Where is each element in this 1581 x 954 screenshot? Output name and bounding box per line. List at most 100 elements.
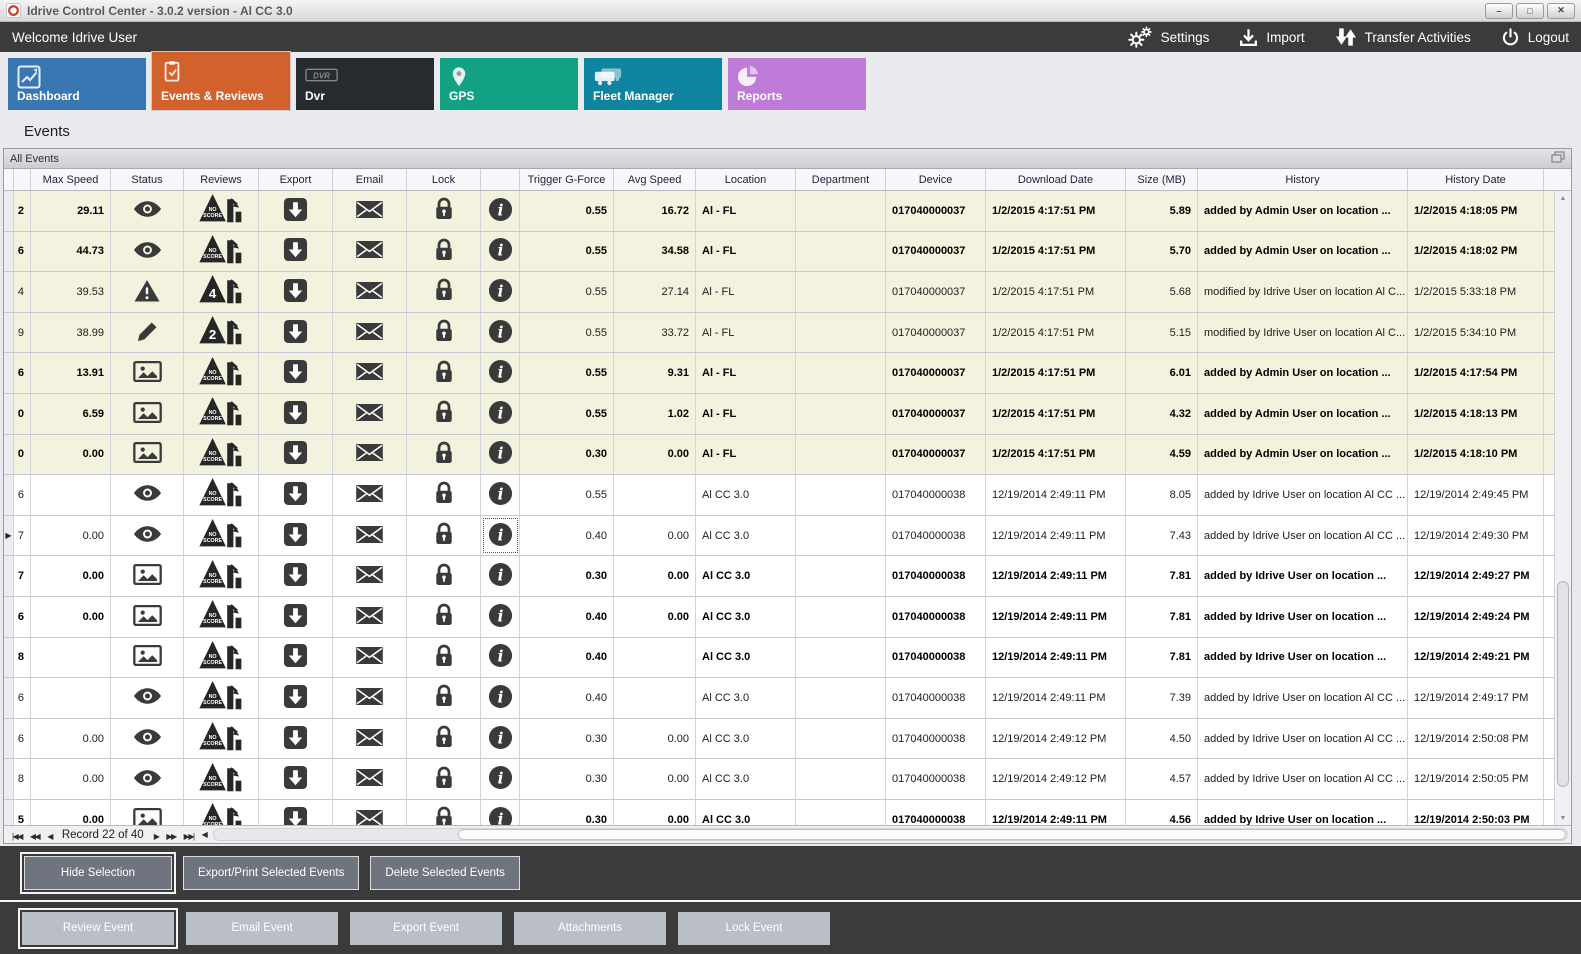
topbar-action-logout[interactable]: Logout (1501, 27, 1569, 47)
tab-dashboard[interactable]: Dashboard (8, 58, 146, 110)
info-icon[interactable]: i (488, 725, 513, 753)
cell-export[interactable] (259, 799, 333, 825)
column-header-history_date[interactable]: History Date (1408, 169, 1544, 190)
image-icon[interactable] (132, 604, 162, 629)
cell-status[interactable] (111, 312, 184, 353)
email-icon[interactable] (355, 646, 384, 668)
column-header-reviews[interactable]: Reviews (184, 169, 259, 190)
cell-info[interactable]: i (481, 515, 520, 556)
column-header-status[interactable]: Status (111, 169, 184, 190)
info-icon[interactable]: i (488, 278, 513, 306)
info-icon[interactable]: i (488, 522, 513, 550)
cell-lock[interactable] (407, 231, 481, 272)
column-header-trigger[interactable]: Trigger G-Force (520, 169, 614, 190)
email-icon[interactable] (355, 809, 384, 825)
cell-export[interactable] (259, 231, 333, 272)
column-header-indicator[interactable] (4, 169, 14, 190)
score-2-icon[interactable]: 2 (198, 314, 244, 351)
export-icon[interactable] (283, 643, 308, 671)
cell-lock[interactable] (407, 637, 481, 678)
table-row[interactable]: 6 NO SCORE i 0.55 Al CC 3.0 017040000038 12/19/… (4, 475, 1554, 516)
cell-export[interactable] (259, 191, 333, 231)
lock-icon[interactable] (434, 563, 454, 590)
table-row[interactable]: 0 6.59 NO SCORE i 0.55 1.02 Al - FL 017040000037… (4, 393, 1554, 435)
table-row[interactable]: 7 0.00 NO SCORE i 0.30 0.00 Al CC 3.0 0170400000… (4, 556, 1554, 597)
column-header-email[interactable]: Email (333, 169, 407, 190)
cell-info[interactable]: i (481, 393, 520, 434)
email-icon[interactable] (355, 403, 384, 425)
cell-lock[interactable] (407, 799, 481, 825)
info-icon[interactable]: i (488, 643, 513, 671)
lock-icon[interactable] (434, 684, 454, 711)
cell-status[interactable] (111, 759, 184, 799)
column-header-max_speed[interactable]: Max Speed (31, 169, 111, 190)
cell-email[interactable] (333, 312, 407, 353)
info-icon[interactable]: i (488, 684, 513, 712)
cell-status[interactable] (111, 353, 184, 393)
hscroll-left-icon[interactable]: ◀ (201, 830, 208, 839)
cell-info[interactable]: i (481, 191, 520, 231)
email-icon[interactable] (355, 565, 384, 587)
topbar-action-settings[interactable]: Settings (1127, 26, 1209, 48)
table-row[interactable]: 8 NO SCORE i 0.40 Al CC 3.0 017040000038 12/19/… (4, 637, 1554, 679)
pager-prev-page-button[interactable]: ◀◀ (29, 831, 41, 841)
cell-email[interactable] (333, 434, 407, 475)
email-icon[interactable] (355, 606, 384, 628)
lock-icon[interactable] (434, 522, 454, 549)
cell-lock[interactable] (407, 312, 481, 353)
cell-info[interactable]: i (481, 718, 520, 759)
eye-icon[interactable] (133, 687, 162, 708)
cell-email[interactable] (333, 799, 407, 825)
export-icon[interactable] (283, 562, 308, 590)
lock-icon[interactable] (434, 481, 454, 508)
lock-icon[interactable] (434, 644, 454, 671)
cell-email[interactable] (333, 515, 407, 556)
export-icon[interactable] (283, 481, 308, 509)
table-row[interactable]: 6 13.91 NO SCORE i 0.55 9.31 Al - FL 01704000003… (4, 353, 1554, 394)
table-row[interactable]: 6 NO SCORE i 0.40 Al CC 3.0 017040000038 12/19/… (4, 678, 1554, 719)
info-icon[interactable]: i (488, 603, 513, 631)
cell-export[interactable] (259, 718, 333, 759)
cell-email[interactable] (333, 678, 407, 718)
lock-icon[interactable] (434, 278, 454, 305)
cell-info[interactable]: i (481, 759, 520, 799)
info-icon[interactable]: i (488, 765, 513, 793)
info-icon[interactable]: i (488, 440, 513, 468)
email-icon[interactable] (355, 768, 384, 790)
lock-icon[interactable] (434, 603, 454, 630)
cell-status[interactable] (111, 231, 184, 272)
eye-icon[interactable] (133, 769, 162, 790)
table-row[interactable]: 8 0.00 NO SCORE i 0.30 0.00 Al CC 3.0 0170400000… (4, 759, 1554, 800)
table-row[interactable]: ▶ 7 0.00 NO SCORE i 0.40 0.00 Al CC 3.0 017040000… (4, 515, 1554, 557)
cell-lock[interactable] (407, 515, 481, 556)
image-icon[interactable] (132, 401, 162, 426)
cell-info[interactable]: i (481, 272, 520, 312)
cell-lock[interactable] (407, 759, 481, 799)
cell-export[interactable] (259, 637, 333, 678)
image-icon[interactable] (132, 361, 162, 385)
window-close-button[interactable]: ✕ (1547, 2, 1575, 19)
tab-gps[interactable]: GPS (440, 58, 578, 110)
column-header-export[interactable]: Export (259, 169, 333, 190)
info-icon[interactable]: i (488, 237, 513, 265)
pager-next-button[interactable]: ▶ (153, 831, 160, 841)
topbar-action-transfer-activities[interactable]: Transfer Activities (1335, 27, 1471, 47)
hide-selection-button[interactable]: Hide Selection (24, 856, 172, 890)
cell-email[interactable] (333, 475, 407, 515)
window-minimize-button[interactable]: – (1485, 2, 1513, 19)
eye-icon[interactable] (133, 241, 162, 262)
float-panel-icon[interactable] (1551, 151, 1565, 166)
column-header-id[interactable] (14, 169, 31, 190)
export-event-button[interactable]: Export Event (350, 911, 502, 945)
lock-icon[interactable] (434, 441, 454, 468)
